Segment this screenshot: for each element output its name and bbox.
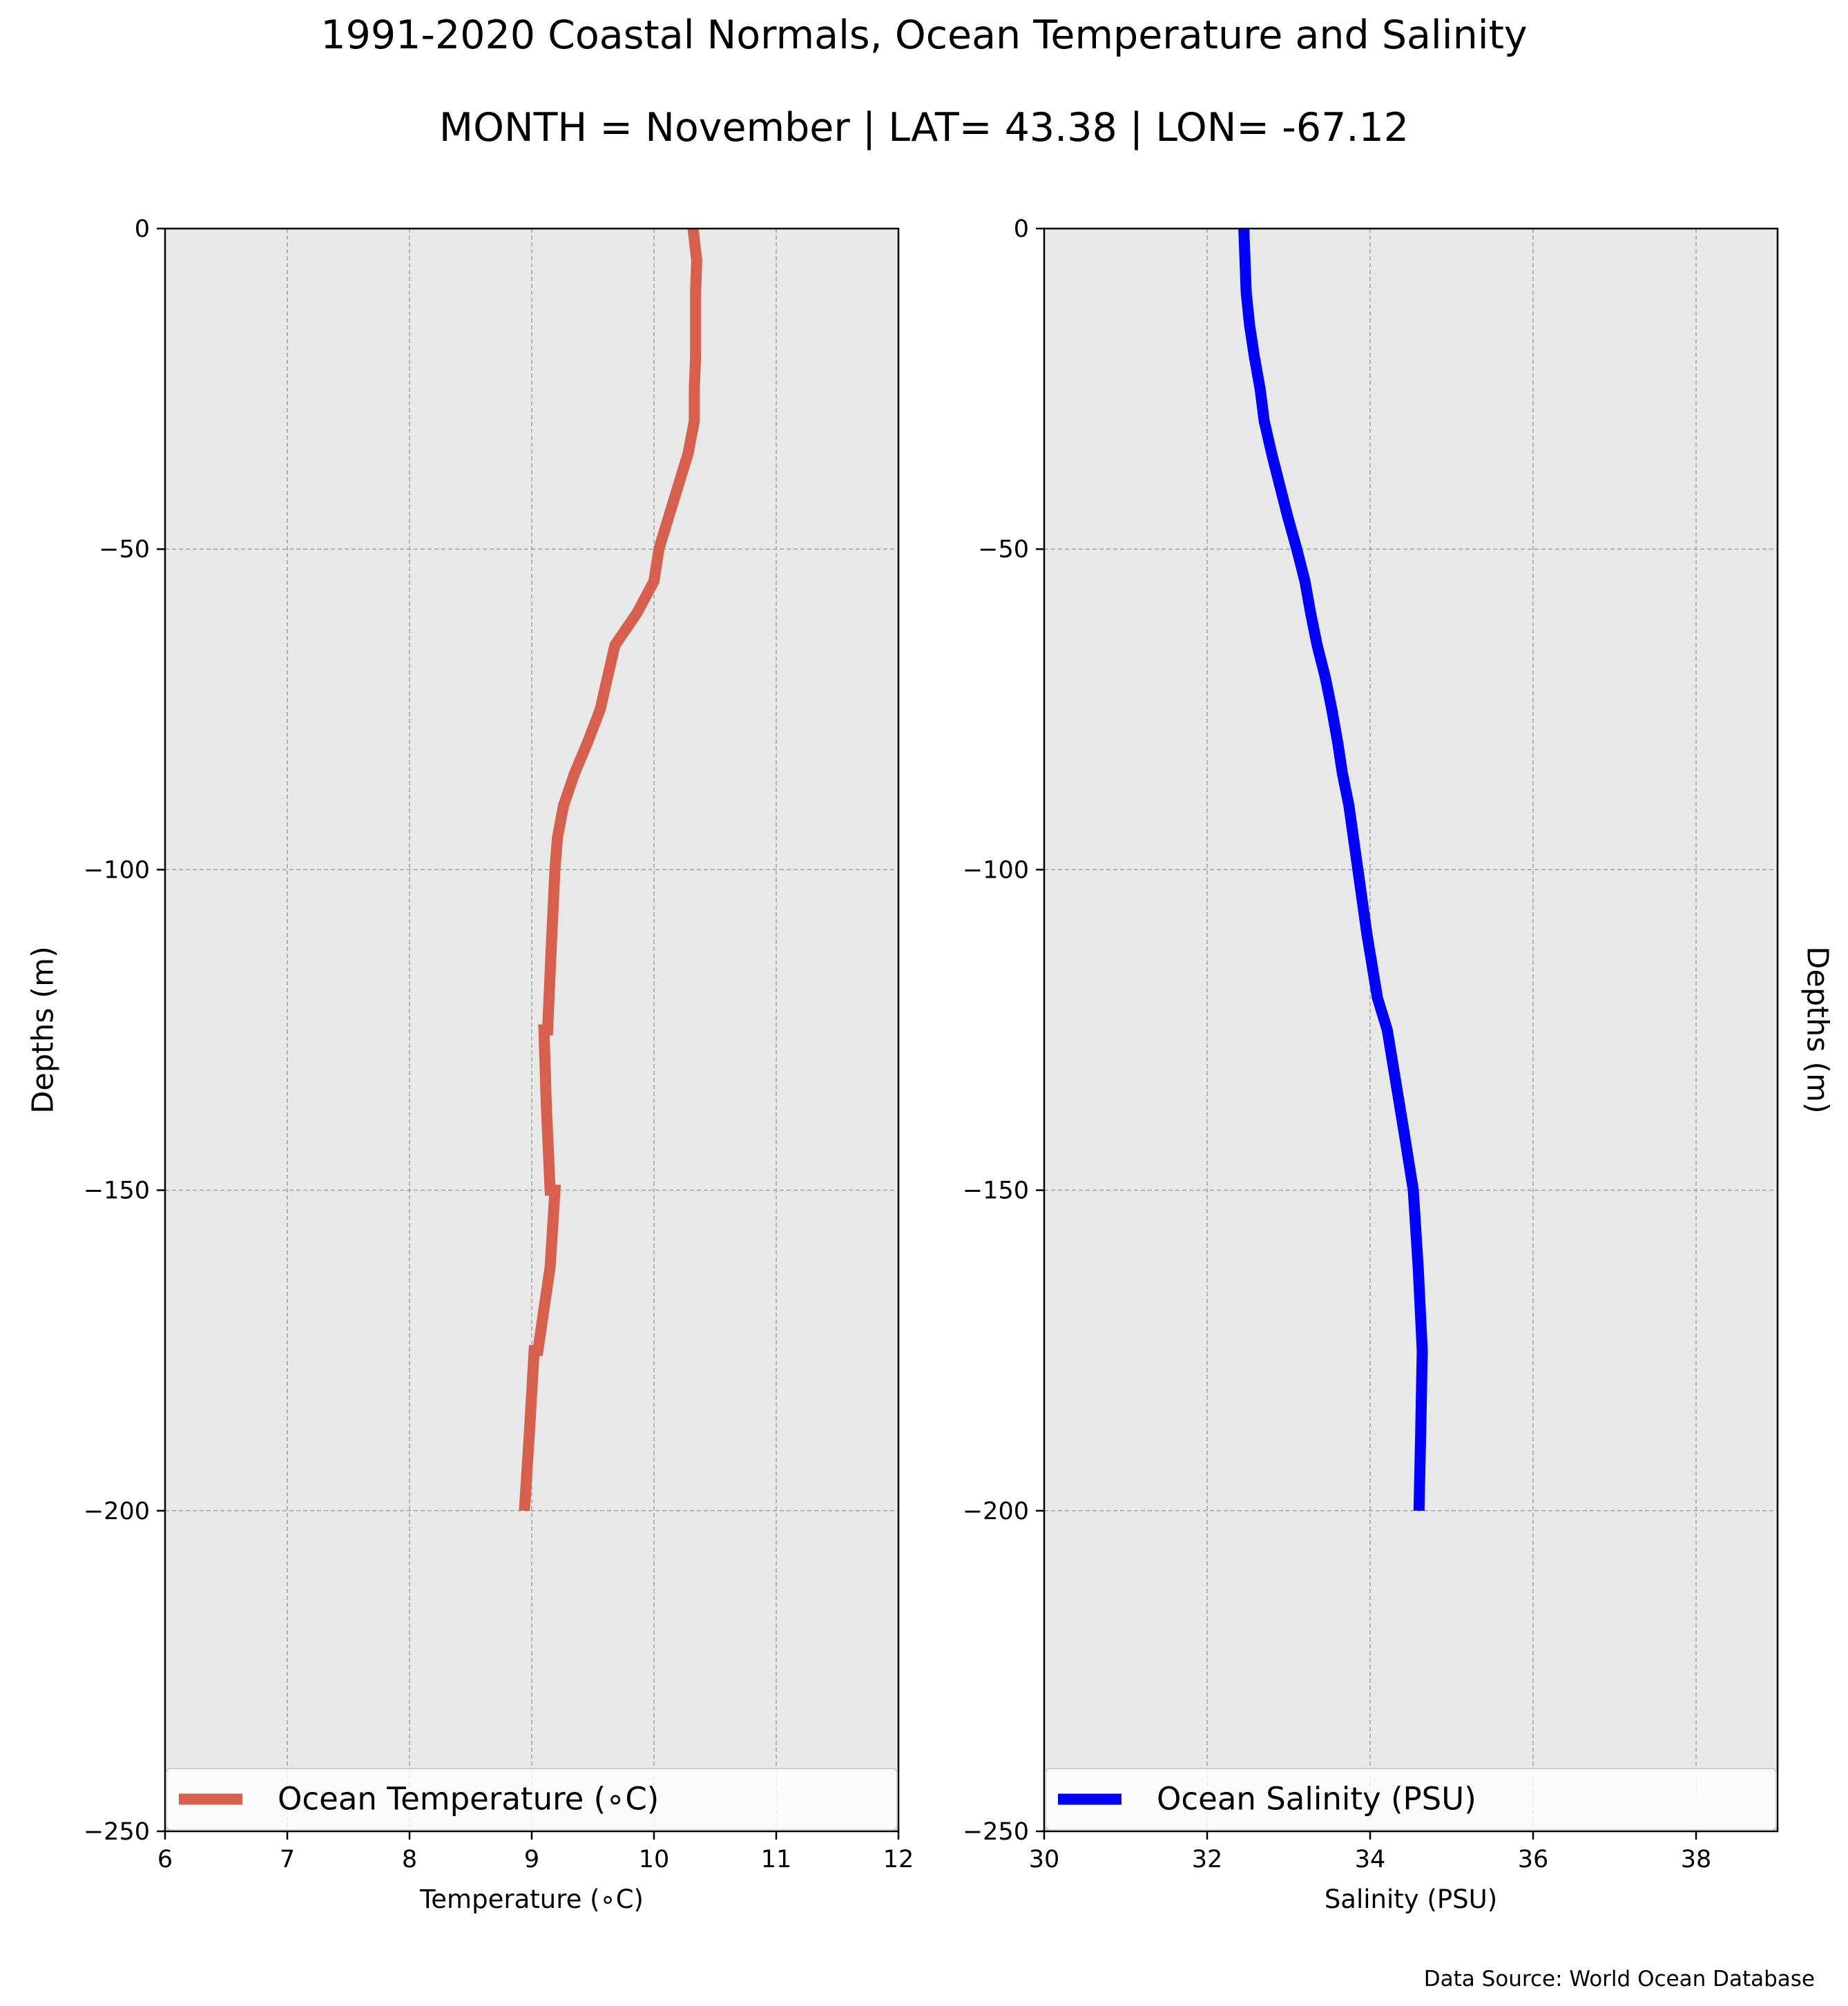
chart2-x-tick-label-1: 32 [1192,1846,1223,1873]
chart2-y-axis-label: Depths (m) [1800,946,1835,1113]
chart1-x-tick-label-3: 9 [524,1846,539,1873]
chart2-x-tick-label-0: 30 [1029,1846,1060,1873]
chart2-legend-label-0: Ocean Salinity (PSU) [1157,1781,1476,1817]
chart2-x-tick-label-2: 34 [1355,1846,1386,1873]
chart2-x-tick-label-3: 36 [1518,1846,1549,1873]
chart2-x-tick-label-4: 38 [1681,1846,1712,1873]
chart2-legend: Ocean Salinity (PSU) [1045,1768,1777,1831]
chart2-y-tick-label-4: −200 [963,1498,1029,1525]
chart1-legend: Ocean Temperature (∘C) [166,1768,898,1831]
chart2-y-tick-label-0: 0 [1014,215,1029,243]
chart2-axes-frame [1043,227,1779,1833]
chart1-legend-box [166,1768,898,1831]
chart1-y-tick-label-5: −250 [84,1818,150,1846]
chart2-y-tick-label-3: −150 [963,1177,1029,1205]
chart2-y-tick-label-1: −50 [978,536,1029,563]
chart1-x-tick-label-4: 10 [639,1846,670,1873]
chart2-plot-area [1044,229,1778,1831]
chart1-x-tick-label-5: 11 [761,1846,792,1873]
figure-title: 1991-2020 Coastal Normals, Ocean Tempera… [320,12,1528,58]
chart1-x-tick-label-6: 12 [883,1846,914,1873]
chart2-legend-box [1045,1768,1777,1831]
figure-subtitle: MONTH = November | LAT= 43.38 | LON= -67… [439,105,1409,151]
chart1-x-tick-label-0: 6 [157,1846,173,1873]
chart1-x-tick-label-1: 7 [280,1846,295,1873]
chart2-y-tick-label-2: −100 [963,856,1029,884]
chart1-y-tick-label-1: −50 [99,536,150,563]
chart1-y-tick-label-0: 0 [135,215,150,243]
chart1-y-tick-label-3: −150 [84,1177,150,1205]
chart1-series-line-0 [519,228,702,1512]
chart1-x-tick-label-2: 8 [402,1846,417,1873]
data-source-note: Data Source: World Ocean Database [1423,1967,1815,1991]
chart2-y-tick-label-5: −250 [963,1818,1029,1846]
chart1-y-tick-label-4: −200 [84,1498,150,1525]
chart1-y-tick-label-2: −100 [84,856,150,884]
chart1-x-axis-label: Temperature (∘C) [419,1884,644,1914]
chart1-legend-label-0: Ocean Temperature (∘C) [278,1781,659,1817]
chart2-x-axis-label: Salinity (PSU) [1325,1884,1497,1914]
chart1-y-axis-label: Depths (m) [26,946,61,1113]
chart2-series-line-0 [1238,228,1428,1511]
